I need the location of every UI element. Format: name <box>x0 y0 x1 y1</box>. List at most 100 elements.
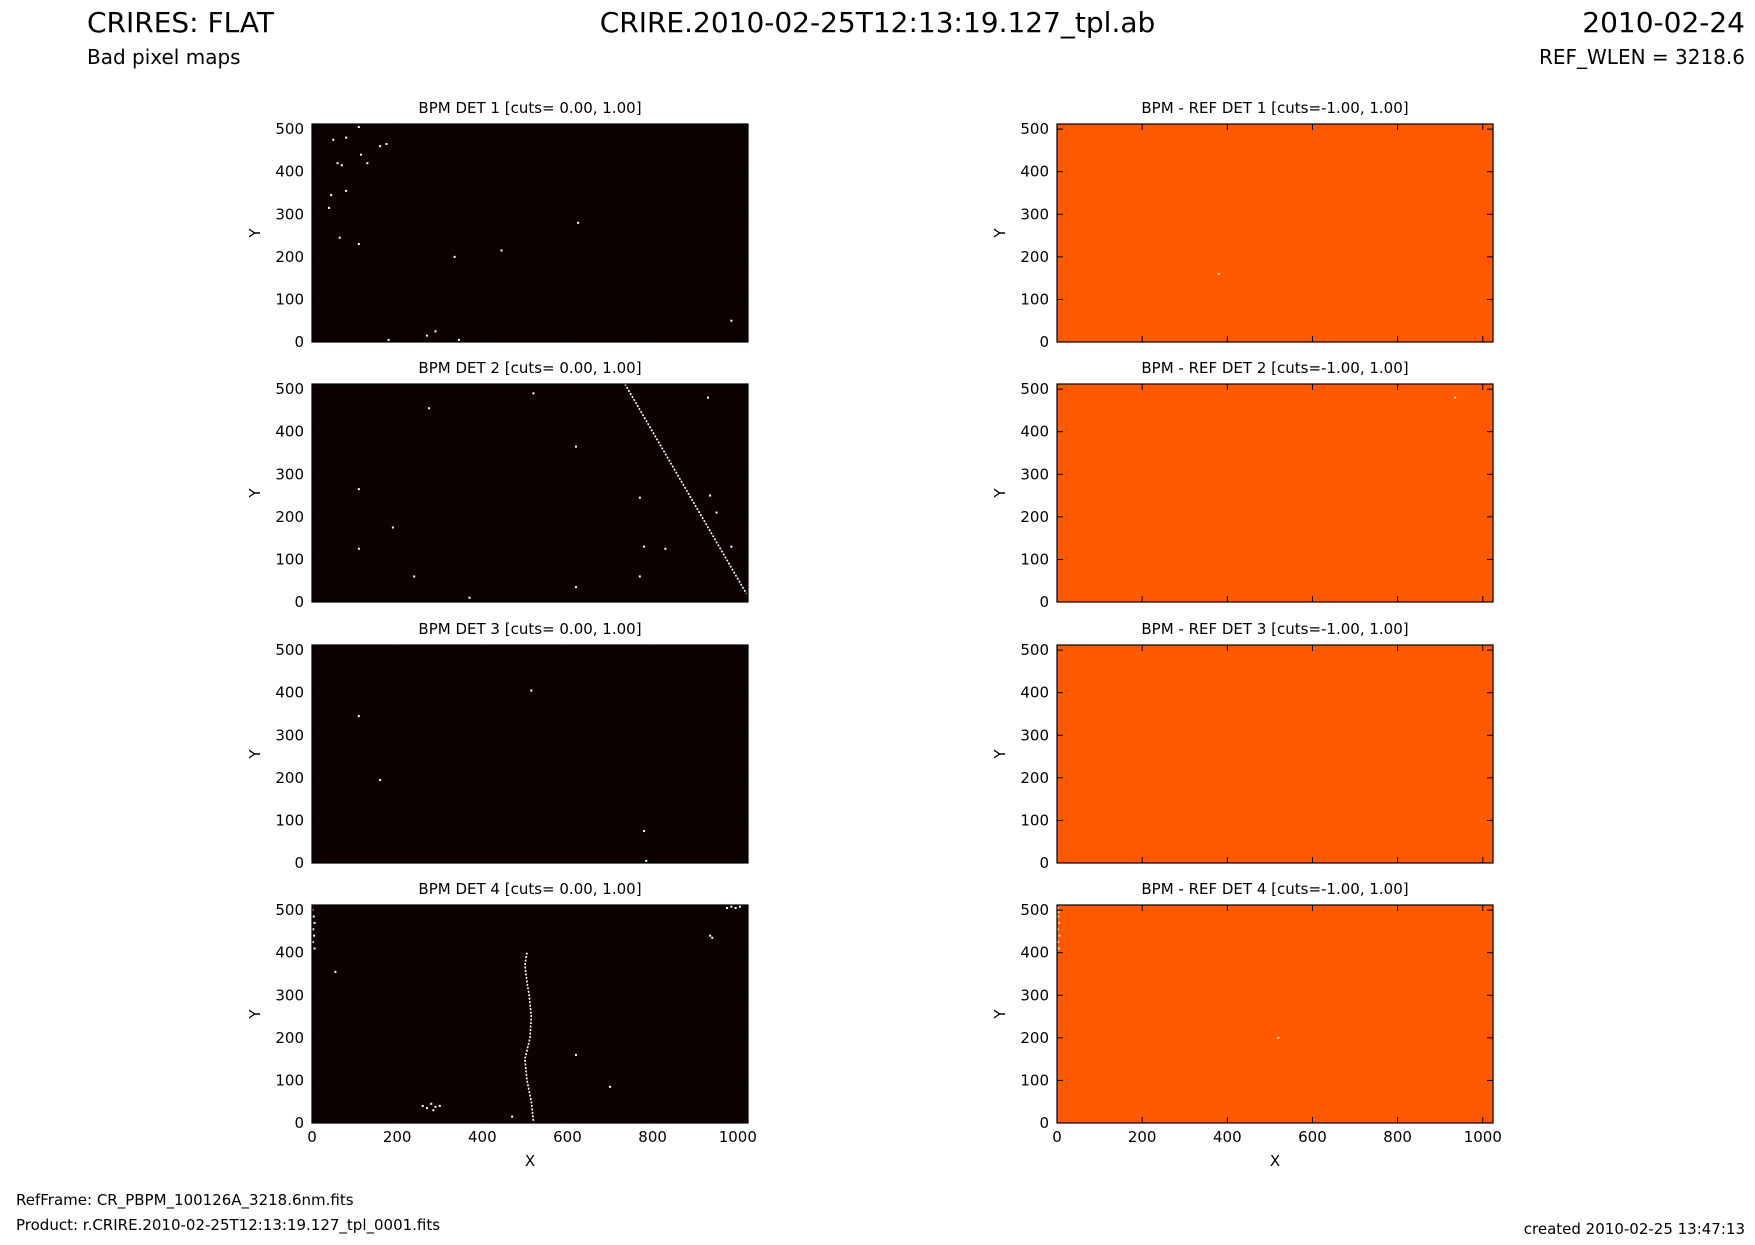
bad-pixel <box>434 1105 437 1108</box>
report-title: CRIRES: FLAT <box>87 6 274 39</box>
bad-pixel <box>530 689 533 692</box>
y-tick-label: 200 <box>1020 769 1049 787</box>
bad-pixel <box>638 496 641 499</box>
panel-title: BPM DET 1 [cuts= 0.00, 1.00] <box>418 99 641 117</box>
x-tick-label: 1000 <box>1464 1128 1502 1146</box>
bad-pixel <box>428 407 431 410</box>
created-timestamp: created 2010-02-25 13:47:13 <box>1523 1220 1745 1238</box>
bad-pixel <box>574 1053 577 1056</box>
panel-frame <box>1056 383 1494 603</box>
bad-pixel <box>438 1104 441 1107</box>
y-tick-label: 500 <box>1020 901 1049 919</box>
chart-panel-5: 0 100 200 300 400 500 BPM DET 3 [cuts= 0.00, 1… <box>246 620 749 872</box>
bad-pixel <box>313 921 316 924</box>
bad-pixel <box>715 511 718 514</box>
panel-title: BPM - REF DET 2 [cuts=-1.00, 1.00] <box>1141 359 1408 377</box>
bad-pixel <box>345 189 348 192</box>
y-tick-label: 500 <box>1020 641 1049 659</box>
chart-panel-7: 0 100 200 300 400 500 0 200 400 600 800 1000 BPM DET… <box>246 880 757 1170</box>
bad-pixel <box>391 526 394 529</box>
y-tick-label: 500 <box>275 901 304 919</box>
panel-image <box>312 384 748 602</box>
bad-pixel <box>385 143 388 146</box>
y-tick-label: 400 <box>275 944 304 962</box>
bad-pixel <box>738 905 741 908</box>
bad-pixel <box>709 934 712 937</box>
product-label: Product: r.CRIRE.2010-02-25T12:13:19.127… <box>16 1216 441 1234</box>
chart-panel-8: 0 100 200 300 400 500 0 200 400 600 800 1000 BPM - R… <box>991 880 1502 1170</box>
y-tick-label: 0 <box>1039 333 1049 351</box>
bad-pixel <box>730 905 733 908</box>
y-tick-label: 500 <box>1020 120 1049 138</box>
bad-pixel <box>434 330 437 333</box>
bad-pixel <box>432 1109 435 1112</box>
bad-pixel <box>357 488 360 491</box>
y-tick-label: 500 <box>275 641 304 659</box>
panel-frame <box>1056 904 1494 1124</box>
y-tick-label: 500 <box>275 380 304 398</box>
y-tick-label: 0 <box>294 854 304 872</box>
bad-pixel <box>379 145 382 148</box>
x-axis-label: X <box>1270 1152 1280 1170</box>
y-tick-label: 100 <box>1020 290 1049 308</box>
y-tick-label: 0 <box>294 333 304 351</box>
bad-pixel <box>664 547 667 550</box>
bad-pixel <box>643 545 646 548</box>
bad-pixel <box>609 1085 612 1088</box>
x-tick-label: 600 <box>553 1128 582 1146</box>
y-axis-label: Y <box>991 488 1009 499</box>
y-tick-label: 300 <box>275 986 304 1004</box>
chart-panel-6: 0 100 200 300 400 500 BPM - REF DET 3 [cuts=-1… <box>991 620 1494 872</box>
y-tick-label: 400 <box>275 684 304 702</box>
bad-pixel <box>711 936 714 939</box>
diff-pixel <box>1056 928 1059 931</box>
y-tick-label: 200 <box>1020 248 1049 266</box>
refframe-label: RefFrame: CR_PBPM_100126A_3218.6nm.fits <box>16 1191 354 1209</box>
panel-title: BPM - REF DET 3 [cuts=-1.00, 1.00] <box>1141 620 1408 638</box>
panel-image <box>312 645 748 863</box>
panel-image <box>312 905 748 1123</box>
panel-frame <box>311 123 749 343</box>
panel-frame <box>311 383 749 603</box>
chart-panel-4: 0 100 200 300 400 500 BPM - REF DET 2 [cuts=-1… <box>991 359 1494 611</box>
y-tick-label: 300 <box>275 726 304 744</box>
diff-pixel <box>1454 396 1457 399</box>
bad-pixel <box>338 236 341 239</box>
panel-title: BPM DET 2 [cuts= 0.00, 1.00] <box>418 359 641 377</box>
diff-pixel <box>1057 947 1060 950</box>
y-tick-label: 100 <box>1020 811 1049 829</box>
bad-pixel <box>421 1104 424 1107</box>
diff-pixel <box>1057 915 1060 918</box>
bad-pixel <box>313 934 316 937</box>
diff-pixel <box>1057 941 1060 944</box>
y-tick-label: 100 <box>1020 550 1049 568</box>
bad-pixel-line <box>624 383 747 594</box>
y-axis-label: Y <box>246 228 264 239</box>
bad-pixel <box>334 970 337 973</box>
y-tick-label: 300 <box>1020 986 1049 1004</box>
y-tick-label: 200 <box>275 769 304 787</box>
diff-pixel <box>1057 911 1060 914</box>
y-axis-label: Y <box>991 749 1009 760</box>
y-axis-label: Y <box>246 749 264 760</box>
bad-pixel <box>313 947 316 950</box>
y-tick-label: 200 <box>275 1029 304 1047</box>
panel-title: BPM DET 4 [cuts= 0.00, 1.00] <box>418 880 641 898</box>
report-subtitle: Bad pixel maps <box>87 45 241 69</box>
bad-pixel <box>357 715 360 718</box>
bad-pixel <box>312 928 315 931</box>
panel-image <box>1057 645 1493 863</box>
bad-pixel <box>730 319 733 322</box>
x-tick-label: 400 <box>468 1128 497 1146</box>
bad-pixel <box>532 392 535 395</box>
x-tick-label: 0 <box>1052 1128 1062 1146</box>
chart-panel-3: 0 100 200 300 400 500 BPM DET 2 [cuts= 0.00, 1… <box>246 359 749 611</box>
bad-pixel <box>357 125 360 128</box>
panel-image <box>1057 905 1493 1123</box>
y-tick-label: 100 <box>275 290 304 308</box>
y-tick-label: 200 <box>275 508 304 526</box>
y-axis-label: Y <box>246 488 264 499</box>
panel-title: BPM - REF DET 1 [cuts=-1.00, 1.00] <box>1141 99 1408 117</box>
bad-pixel <box>387 338 390 341</box>
y-tick-label: 0 <box>294 593 304 611</box>
